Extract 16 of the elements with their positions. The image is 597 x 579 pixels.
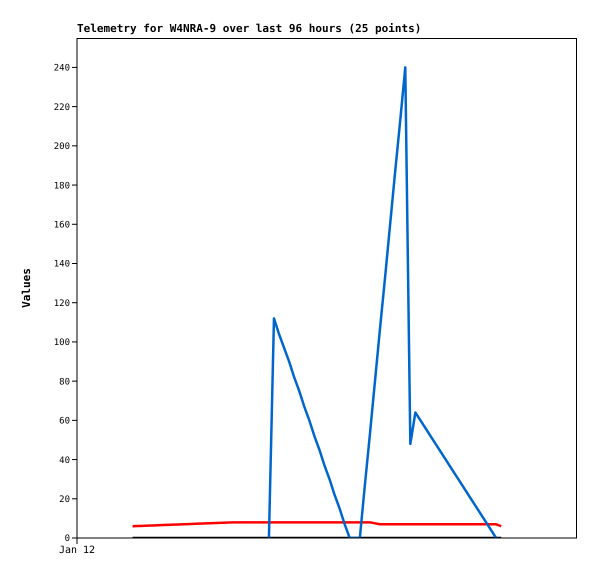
x-tick-label: Jan 12 [58,545,96,556]
y-tick-label: 160 [54,220,70,230]
y-tick-label: 100 [54,338,70,348]
y-axis-title: Values [20,268,33,308]
y-tick-label: 20 [59,494,70,505]
y-tick-label: 180 [54,181,70,192]
y-tick-label: 240 [54,64,70,74]
y-tick-label: 80 [59,377,70,388]
y-tick-label: 40 [59,456,70,466]
y-tick-label: 120 [54,298,70,309]
chart-title: Telemetry for W4NRA-9 over last 96 hours (25 points) [77,22,422,35]
y-tick-label: 220 [54,102,70,113]
y-tick-label: 140 [54,260,70,270]
y-tick-label: 200 [54,142,70,152]
y-tick-label: 60 [59,416,70,427]
y-tick-label: 0 [64,534,70,544]
